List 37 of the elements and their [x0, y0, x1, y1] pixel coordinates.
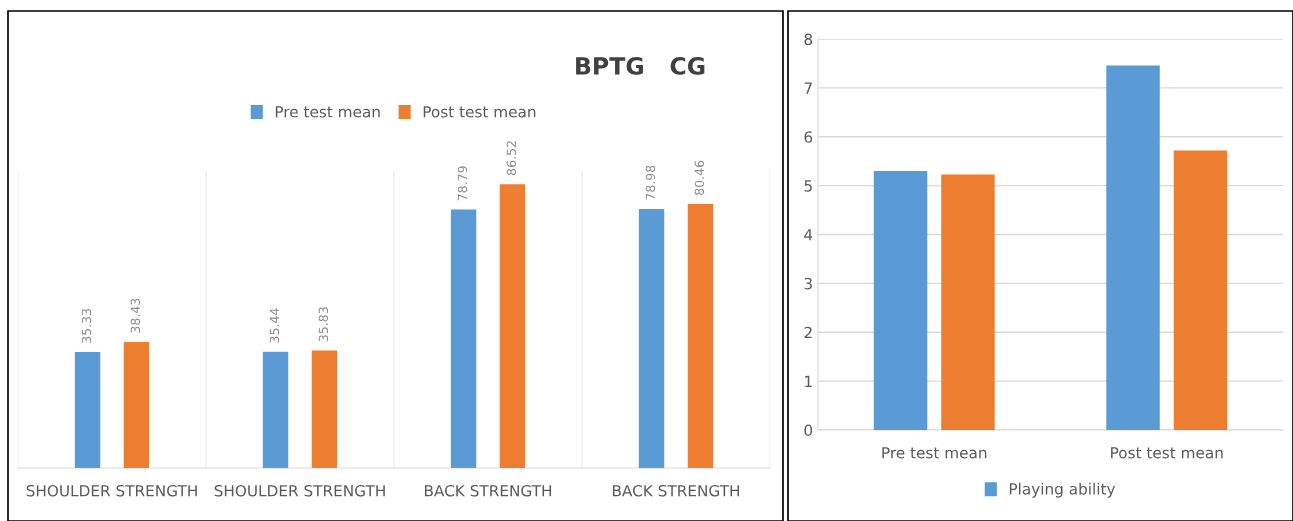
bar [74, 352, 101, 468]
x-tick-label: SHOULDER STRENGTH [214, 484, 385, 497]
data-label: 78.98 [645, 165, 656, 200]
y-tick-label: 7 [804, 82, 812, 94]
bar [687, 204, 714, 468]
bar [873, 170, 928, 430]
y-tick-label: 2 [804, 326, 812, 339]
data-label: 80.46 [694, 160, 705, 195]
legend-label: Post test mean [423, 106, 536, 118]
bar [638, 208, 665, 468]
legend-label: Playing ability [1009, 482, 1116, 498]
bar [1173, 150, 1228, 430]
bar [311, 350, 338, 468]
chart-title: BPTG CG [576, 56, 705, 75]
data-label: 78.79 [457, 166, 468, 201]
x-tick-label: BACK STRENGTH [612, 484, 740, 497]
data-label: 38.43 [130, 298, 141, 333]
y-tick-label: 8 [804, 33, 813, 46]
bar [123, 341, 150, 468]
bar [1106, 65, 1160, 430]
bar [262, 351, 289, 468]
data-label: 35.33 [81, 308, 92, 343]
data-label: 35.83 [318, 307, 329, 342]
data-label: 35.44 [269, 308, 280, 343]
bar [450, 209, 477, 468]
bar [941, 174, 995, 430]
y-tick-label: 4 [804, 229, 813, 241]
y-tick-label: 0 [804, 424, 813, 437]
y-tick-label: 1 [805, 375, 812, 387]
data-label: 86.52 [506, 141, 517, 176]
x-tick-label: SHOULDER STRENGTH [26, 484, 197, 497]
x-tick-label: BACK STRENGTH [424, 484, 552, 497]
y-tick-label: 3 [804, 277, 812, 290]
y-tick-label: 6 [804, 131, 813, 143]
bar [499, 184, 526, 468]
legend-label: Pre test mean [275, 106, 380, 118]
y-tick-label: 5 [804, 180, 812, 192]
